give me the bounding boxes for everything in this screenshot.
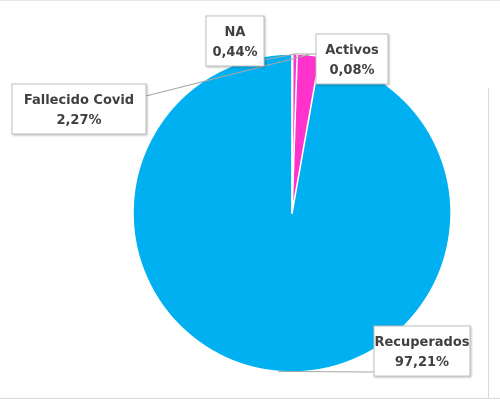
- leader-line-recuperados: [278, 370, 374, 373]
- callout-activos: Activos 0,08%: [315, 33, 389, 85]
- callout-na: NA 0,44%: [205, 15, 265, 67]
- callout-recuperados-name: Recuperados: [374, 335, 469, 350]
- callout-na-name: NA: [225, 25, 246, 40]
- callout-activos-box: [315, 33, 389, 85]
- pie-slices: [132, 53, 452, 373]
- callout-recuperados-value: 97,21%: [395, 355, 449, 370]
- callout-fallecido-box: [11, 83, 147, 135]
- pie-slice-activos: [291, 53, 294, 214]
- callout-fallecido-value: 2,27%: [56, 113, 101, 128]
- callout-fallecido-name: Fallecido Covid: [24, 93, 134, 108]
- callout-recuperados-box: [373, 325, 471, 377]
- leader-lines: [145, 53, 374, 373]
- leader-line-na: [263, 53, 296, 61]
- right-border: [488, 88, 489, 398]
- callout-na-box: [205, 15, 265, 67]
- callout-recuperados: Recuperados 97,21%: [373, 325, 471, 377]
- top-divider: [0, 0, 500, 1]
- leader-line-fallecido: [145, 54, 309, 97]
- callout-fallecido: Fallecido Covid 2,27%: [11, 83, 147, 135]
- callout-activos-value: 0,08%: [329, 63, 374, 78]
- callout-na-value: 0,44%: [212, 45, 257, 60]
- bottom-divider: [0, 398, 500, 399]
- callout-activos-name: Activos: [325, 43, 379, 58]
